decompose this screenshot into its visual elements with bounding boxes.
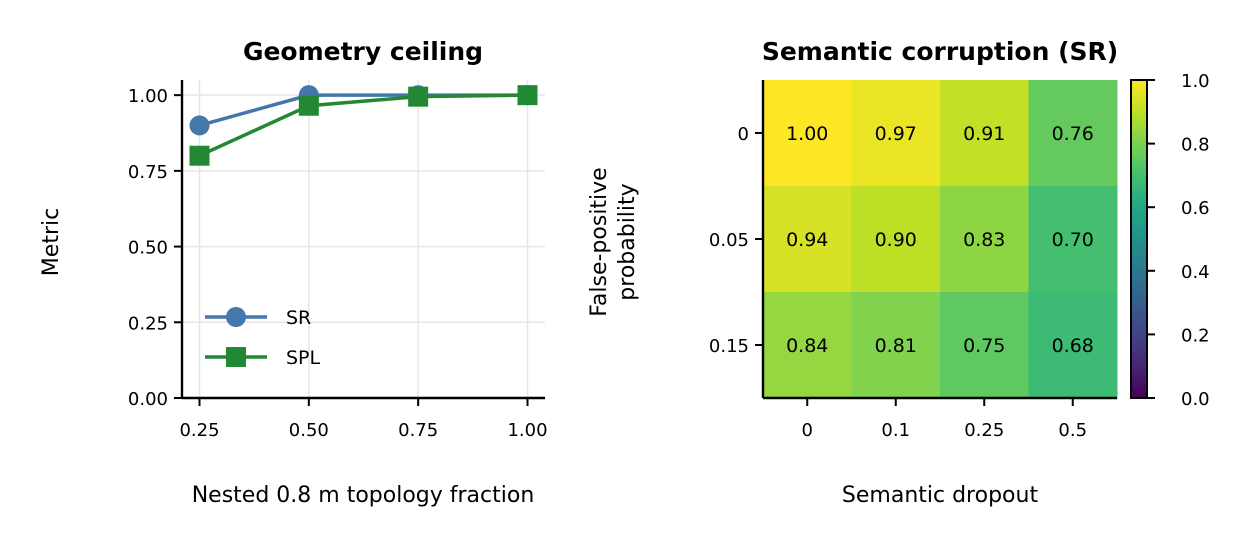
heatmap-cell (763, 80, 852, 187)
line-chart-y-ticks: 0.00 0.25 0.50 0.75 1.00 (128, 86, 182, 410)
heatmap-cell-label: 0.68 (1052, 335, 1094, 357)
heatmap-cell-label: 0.70 (1052, 229, 1094, 251)
data-point-spl (298, 95, 319, 116)
heatmap-cell (940, 80, 1029, 187)
heatmap-cell (851, 292, 941, 399)
line-chart-title: Geometry ceiling (243, 37, 483, 66)
legend-marker-sr (226, 307, 246, 327)
y-tick-label: 0.25 (128, 313, 168, 334)
data-point-spl (408, 86, 429, 107)
colorbar-tick-label: 0.6 (1181, 198, 1210, 219)
colorbar-tick-label: 0.0 (1181, 389, 1210, 410)
heatmap-cell-label: 0.90 (875, 229, 917, 251)
heatmap-cell (851, 80, 941, 187)
data-point-spl (189, 145, 210, 166)
heatmap-cell-label: 0.91 (963, 123, 1005, 145)
heatmap-y-label-line-1: False-positive (587, 167, 612, 316)
heatmap-cell (1028, 292, 1118, 399)
series-line-spl (198, 93, 528, 158)
y-tick-label: 0.50 (128, 238, 168, 259)
colorbar-tick-label: 0.8 (1181, 135, 1210, 156)
x-tick-label: 0.75 (398, 420, 438, 441)
heatmap-cell-label: 0.94 (786, 229, 828, 251)
heatmap-x-ticks: 0 0.1 0.25 0.5 (802, 398, 1087, 441)
heatmap-x-tick-label: 0 (802, 420, 813, 441)
line-chart-x-label: Nested 0.8 m topology fraction (192, 483, 535, 508)
heatmap-cell (1028, 80, 1118, 187)
colorbar-ticks: 0.0 0.2 0.4 0.6 0.8 1.0 (1147, 71, 1210, 410)
heatmap-cell-label: 0.75 (963, 335, 1005, 357)
line-chart-y-label: Metric (39, 208, 64, 276)
heatmap-cell (1028, 186, 1118, 293)
heatmap-cell-labels: 1.00 0.97 0.91 0.76 0.94 0.90 0.83 0.70 0.84 0.81… (786, 123, 1094, 357)
x-tick-label: 0.50 (289, 420, 329, 441)
legend-label-spl: SPL (286, 347, 321, 369)
heatmap-y-label-line-2: probability (615, 183, 640, 300)
heatmap-cell-label: 0.97 (875, 123, 917, 145)
line-chart-x-ticks: 0.25 0.50 0.75 1.00 (179, 398, 548, 441)
heatmap-cell (940, 292, 1029, 399)
legend-label-sr: SR (286, 307, 311, 329)
heatmap-chart: Semantic corruption (SR) 1.00 0.97 0.91 0.7… (587, 37, 1210, 508)
heatmap-title: Semantic corruption (SR) (762, 37, 1118, 66)
heatmap-cell-label: 0.76 (1052, 123, 1094, 145)
y-tick-label: 0.00 (128, 389, 168, 410)
heatmap-x-tick-label: 0.1 (881, 420, 910, 441)
heatmap-cell (763, 292, 852, 399)
heatmap-cell-label: 0.81 (875, 335, 917, 357)
heatmap-cell (940, 186, 1029, 293)
heatmap-y-tick-label: 0.15 (709, 336, 749, 357)
x-tick-label: 0.25 (179, 420, 219, 441)
colorbar-tick-label: 0.4 (1181, 262, 1210, 283)
heatmap-cell-label: 0.84 (786, 335, 828, 357)
data-point-sr (189, 115, 210, 136)
heatmap-y-tick-label: 0.05 (709, 230, 749, 251)
data-point-spl (517, 85, 538, 106)
y-tick-label: 0.75 (128, 162, 168, 183)
colorbar-tick-label: 1.0 (1181, 71, 1210, 92)
heatmap-x-label: Semantic dropout (842, 483, 1039, 508)
heatmap-cell-label: 0.83 (963, 229, 1005, 251)
heatmap-x-tick-label: 0.5 (1058, 420, 1087, 441)
heatmap-y-ticks: 0 0.05 0.15 (709, 124, 763, 357)
heatmap-y-tick-label: 0 (738, 124, 749, 145)
legend-marker-spl (226, 347, 246, 367)
heatmap-colorbar: 0.0 0.2 0.4 0.6 0.8 1.0 (1130, 71, 1210, 410)
y-tick-label: 1.00 (128, 86, 168, 107)
heatmap-cell-label: 1.00 (786, 123, 828, 145)
x-tick-label: 1.00 (507, 420, 547, 441)
line-chart-legend: SR SPL (205, 307, 321, 369)
heatmap-x-tick-label: 0.25 (964, 420, 1004, 441)
heatmap-cell (851, 186, 941, 293)
heatmap-cell (763, 186, 852, 293)
heatmap-cells (763, 80, 1118, 399)
colorbar-gradient (1130, 79, 1148, 399)
colorbar-tick-label: 0.2 (1181, 325, 1210, 346)
line-chart: Geometry ceiling 0.25 0.50 0.75 1.00 0.000.… (39, 37, 548, 508)
line-chart-series (189, 85, 538, 166)
